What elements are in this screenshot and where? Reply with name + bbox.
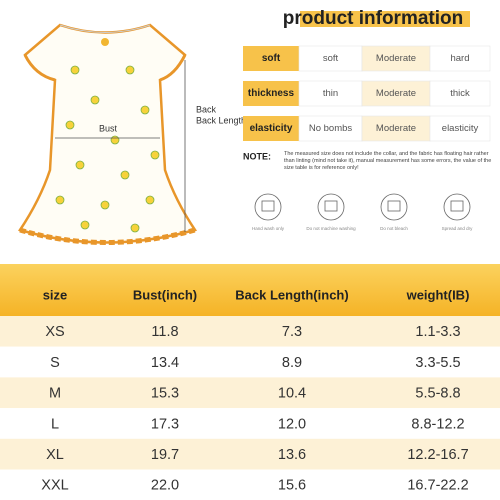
attr-option: Moderate <box>376 53 416 64</box>
table-row-bg <box>0 469 500 500</box>
table-cell: XL <box>46 447 64 463</box>
attr-option: Moderate <box>376 123 416 134</box>
table-row-bg <box>0 408 500 439</box>
table-cell: 8.8-12.2 <box>411 416 464 432</box>
table-cell: XXL <box>41 478 68 494</box>
care-icon-glyph <box>324 200 338 212</box>
attr-cell <box>429 45 491 72</box>
table-header: weight(IB) <box>406 287 470 302</box>
table-row-bg <box>0 438 500 470</box>
table-cell: 1.1-3.3 <box>415 324 460 340</box>
care-icons: Hand wash only Do not machine washing Do n… <box>252 193 474 231</box>
attr-cell <box>361 45 431 72</box>
attr-cell <box>298 45 363 72</box>
table-cell: 12.0 <box>278 416 306 432</box>
note: The measured size does not include the c… <box>284 151 492 171</box>
attr-option: soft <box>323 53 339 64</box>
attr-option: No bombs <box>309 123 353 134</box>
table-cell: 11.8 <box>151 324 178 340</box>
title: product information <box>283 8 463 29</box>
table-cell: S <box>50 355 60 371</box>
table-cell: L <box>51 416 59 432</box>
table-cell: 5.5-8.8 <box>415 386 460 402</box>
attr-option: hard <box>450 53 469 64</box>
attr-option: thin <box>323 88 338 99</box>
note-text: The measured size does not include the c… <box>284 151 492 171</box>
table-cell: 13.6 <box>278 447 306 463</box>
table-cell: 12.2-16.7 <box>407 447 468 463</box>
size-table: size Bust(inch) Back Length(inch) weight(IB… <box>0 264 500 500</box>
attr-cell <box>298 80 363 107</box>
care-label: Spread and dry <box>442 226 474 231</box>
table-header: size <box>43 287 68 302</box>
attr-cell <box>298 115 363 142</box>
table-cell: 7.3 <box>282 324 302 340</box>
care-icon-glyph <box>387 200 401 212</box>
attr-option: thick <box>450 88 470 99</box>
table-row-bg <box>0 377 500 409</box>
attr-label: thickness <box>248 88 295 99</box>
dress-illustration <box>18 23 197 245</box>
attr-option: elasticity <box>442 123 479 134</box>
table-cell: 15.6 <box>278 478 306 494</box>
table-header: Back Length(inch) <box>235 287 348 302</box>
care-icon <box>254 193 282 221</box>
table-cell: M <box>49 386 61 402</box>
title-highlight <box>300 11 470 27</box>
table-cell: 22.0 <box>151 478 179 494</box>
care-icon <box>443 193 471 221</box>
attr-cell <box>361 115 431 142</box>
attr-option: Moderate <box>376 88 416 99</box>
table-row-bg <box>0 316 500 347</box>
table-cell: 16.7-22.2 <box>407 478 468 494</box>
table-cell: 8.9 <box>282 355 302 371</box>
table-row-bg <box>0 346 500 378</box>
care-icon <box>380 193 408 221</box>
care-icon <box>317 193 345 221</box>
care-label: Hand wash only <box>252 226 285 231</box>
attr-label: soft <box>262 53 281 64</box>
table-cell: 10.4 <box>278 386 306 402</box>
dress-label: Back Length <box>196 115 246 125</box>
table-header-bg <box>0 264 500 316</box>
attr-label-box <box>243 46 299 71</box>
attr-label: elasticity <box>250 123 293 134</box>
care-icon-glyph <box>261 200 275 212</box>
table-cell: 13.4 <box>151 355 179 371</box>
dress-label: Bust <box>99 123 118 133</box>
attr-label-box <box>243 116 299 141</box>
table-cell: 3.3-5.5 <box>415 355 460 371</box>
care-label: Do not bleach <box>380 226 408 231</box>
table-cell: 15.3 <box>151 386 179 402</box>
note-label: NOTE: <box>243 151 271 161</box>
table-cell: 17.3 <box>151 416 179 432</box>
attr-cell <box>429 115 491 142</box>
attributes: soft soft Moderate hard thickness thin Moderat… <box>243 45 491 142</box>
attr-label-box <box>243 81 299 106</box>
care-label: Do not machine washing <box>306 226 356 231</box>
table-header: Bust(inch) <box>133 287 197 302</box>
dress-label: Back <box>196 104 217 114</box>
table-cell: XS <box>45 324 64 340</box>
table-cell: 19.7 <box>151 447 179 463</box>
attr-cell <box>429 80 491 107</box>
care-icon-glyph <box>450 200 464 212</box>
